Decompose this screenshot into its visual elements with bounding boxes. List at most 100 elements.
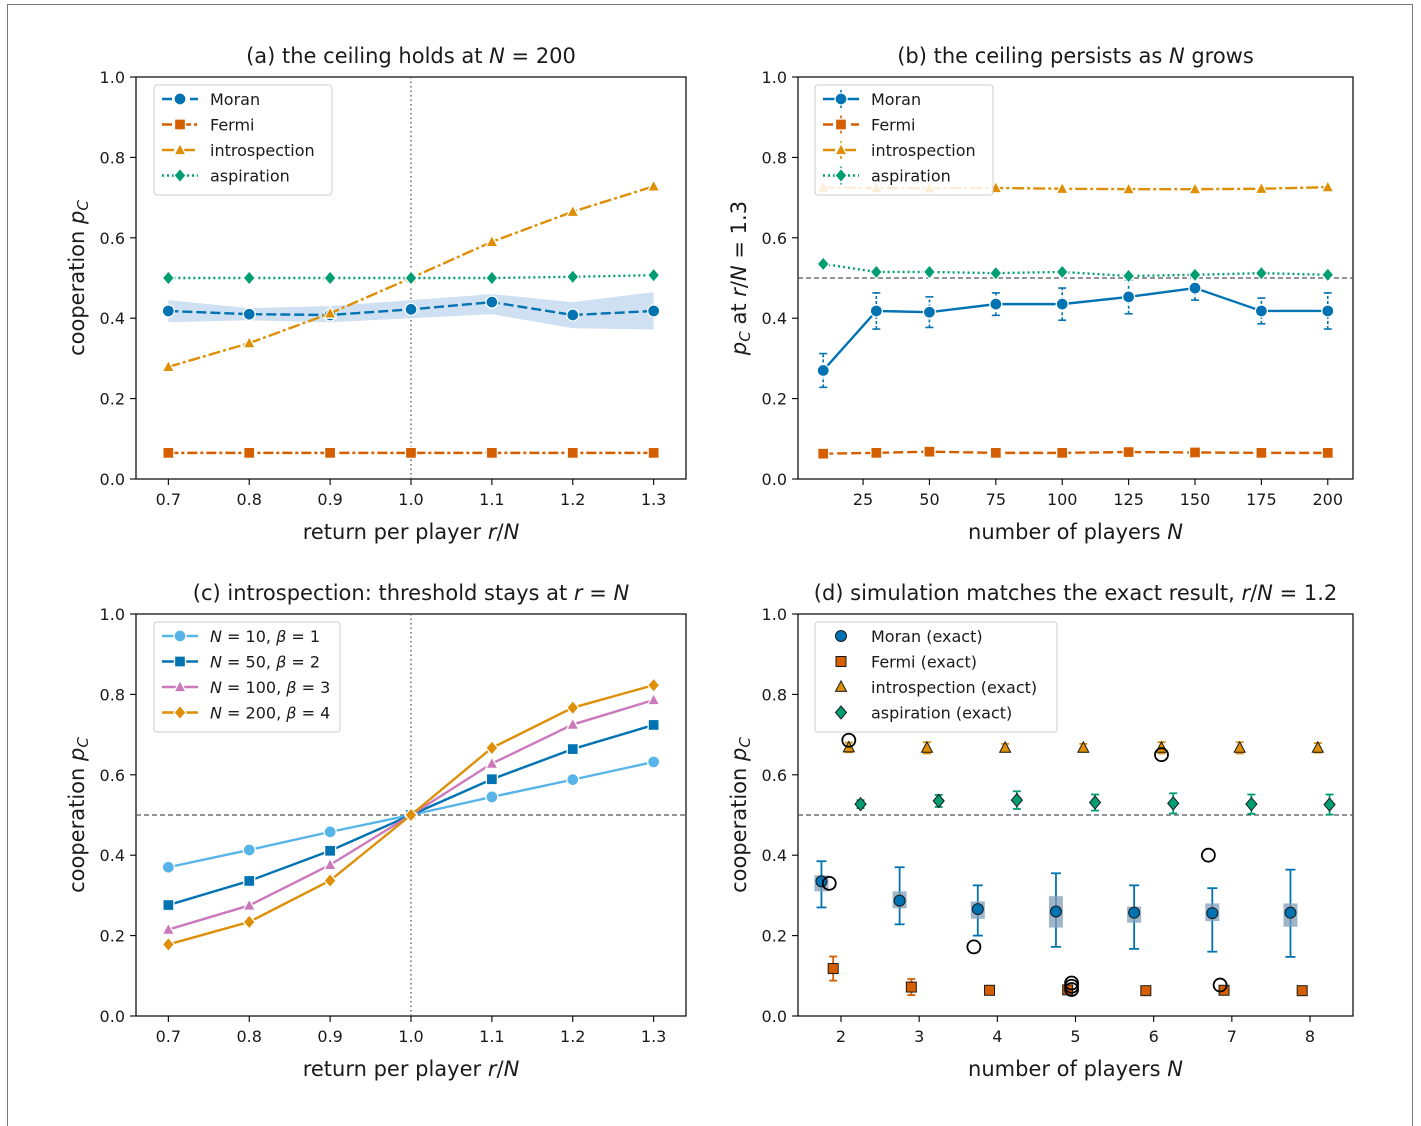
legend-marker xyxy=(173,629,187,643)
data-point xyxy=(1055,180,1070,195)
y-axis-label: cooperation pC​ xyxy=(727,737,754,893)
data-point xyxy=(1233,740,1246,753)
text-span: aspiration (exact) xyxy=(871,704,1012,723)
data-point xyxy=(242,897,257,911)
data-point xyxy=(1320,266,1335,283)
data-point xyxy=(646,267,661,284)
x-tick-label: 200 xyxy=(1312,490,1343,509)
text-span: (d) simulation matches the exact result, xyxy=(814,581,1242,605)
x-tick-label: 3 xyxy=(914,1027,924,1046)
data-point xyxy=(646,692,661,706)
text-span: = 200, xyxy=(222,704,286,723)
data-point xyxy=(323,305,338,319)
data-point xyxy=(404,807,418,823)
data-point xyxy=(1055,263,1070,280)
data-point xyxy=(1320,179,1335,193)
data-point xyxy=(989,446,1002,460)
x-tick-label: 150 xyxy=(1180,490,1211,509)
data-point xyxy=(1311,740,1325,753)
legend-label: Fermi xyxy=(871,116,916,135)
panel-title: (a) the ceiling holds at N = 200 xyxy=(246,44,576,68)
text-span: r xyxy=(727,287,751,297)
series-line xyxy=(822,286,1328,372)
legend-marker xyxy=(834,167,848,184)
exact-marker xyxy=(841,732,857,748)
data-point xyxy=(905,981,917,993)
x-tick-label: 8 xyxy=(1305,1027,1315,1046)
data-point xyxy=(998,740,1012,753)
data-point xyxy=(1049,905,1062,918)
data-point xyxy=(870,446,883,460)
x-tick-label: 7 xyxy=(1227,1027,1237,1046)
data-point xyxy=(1055,297,1069,311)
text-span: N xyxy=(614,581,630,605)
data-point xyxy=(1121,181,1136,195)
text-span: = 1 xyxy=(286,627,320,646)
text-span: cooperation xyxy=(65,761,89,893)
text-span: N xyxy=(1257,581,1273,605)
series-line xyxy=(823,262,1328,278)
y-tick-label: 0.8 xyxy=(762,148,787,167)
y-tick-label: 0.2 xyxy=(100,390,125,409)
y-tick-label: 0.8 xyxy=(100,685,125,704)
data-point xyxy=(984,984,996,996)
text-span: β xyxy=(275,627,286,646)
text-span: C xyxy=(74,200,92,211)
text-span: p xyxy=(727,342,751,356)
legend-box xyxy=(814,621,1058,733)
plot-area xyxy=(814,732,1336,997)
data-point xyxy=(1188,446,1202,459)
text-span: N xyxy=(210,704,222,723)
data-point xyxy=(485,739,499,756)
data-point xyxy=(565,268,580,285)
data-point xyxy=(565,203,580,218)
data-point xyxy=(1140,985,1152,997)
panel-c: 0.7 0.8 0.9 1.0 1.1 1.2 1.3 0.0 0.2 0.4 0.6 0.8 1.0 (… xyxy=(65,581,687,1081)
y-tick-label: 1.0 xyxy=(100,68,125,87)
legend-label: N = 10, β = 1 xyxy=(210,627,320,646)
data-point xyxy=(646,304,661,318)
data-point xyxy=(923,445,936,458)
data-point xyxy=(922,305,937,319)
data-point xyxy=(1321,304,1335,318)
text-span: Moran (exact) xyxy=(871,627,983,646)
text-span: Fermi (exact) xyxy=(871,653,977,672)
text-span: / xyxy=(1250,581,1258,605)
legend-marker xyxy=(834,118,848,131)
y-axis-label: pC​ at r/N = 1.3 xyxy=(727,201,754,356)
x-tick-label: 0.9 xyxy=(317,490,342,509)
plot-area xyxy=(161,677,661,953)
data-point xyxy=(920,740,934,753)
text-span: N xyxy=(489,44,505,68)
data-point xyxy=(1254,304,1269,318)
data-point xyxy=(1206,907,1219,920)
data-point xyxy=(647,718,660,732)
text-span: introspection xyxy=(871,141,976,160)
x-tick-label: 1.0 xyxy=(398,490,423,509)
data-point xyxy=(1245,796,1258,812)
data-point xyxy=(816,255,831,272)
legend-marker xyxy=(834,92,848,106)
y-tick-label: 0.6 xyxy=(100,766,125,785)
data-point xyxy=(932,793,945,809)
text-span: cooperation xyxy=(65,224,89,356)
exact-marker xyxy=(821,875,837,891)
text-span: N xyxy=(1169,44,1185,68)
text-span: = 3 xyxy=(296,678,330,697)
x-tick-label: 1.2 xyxy=(560,490,585,509)
legend-label: N = 100, β = 3 xyxy=(210,678,330,697)
panel-title: (b) the ceiling persists as N grows xyxy=(897,44,1254,68)
exact-marker xyxy=(966,939,982,955)
exact-marker xyxy=(1154,747,1169,763)
text-span: at xyxy=(727,297,751,331)
legend-label: N = 50, β = 2 xyxy=(210,653,320,672)
text-span: = 100, xyxy=(222,678,286,697)
text-span: p xyxy=(727,748,751,762)
panel-title: (d) simulation matches the exact result,… xyxy=(814,581,1337,605)
data-point xyxy=(404,270,418,286)
legend-label: Moran xyxy=(871,90,921,109)
data-point xyxy=(922,263,937,280)
text-span: r xyxy=(488,1057,498,1081)
x-tick-label: 1.1 xyxy=(479,1027,504,1046)
x-axis-label: return per player r/N xyxy=(303,1057,520,1081)
